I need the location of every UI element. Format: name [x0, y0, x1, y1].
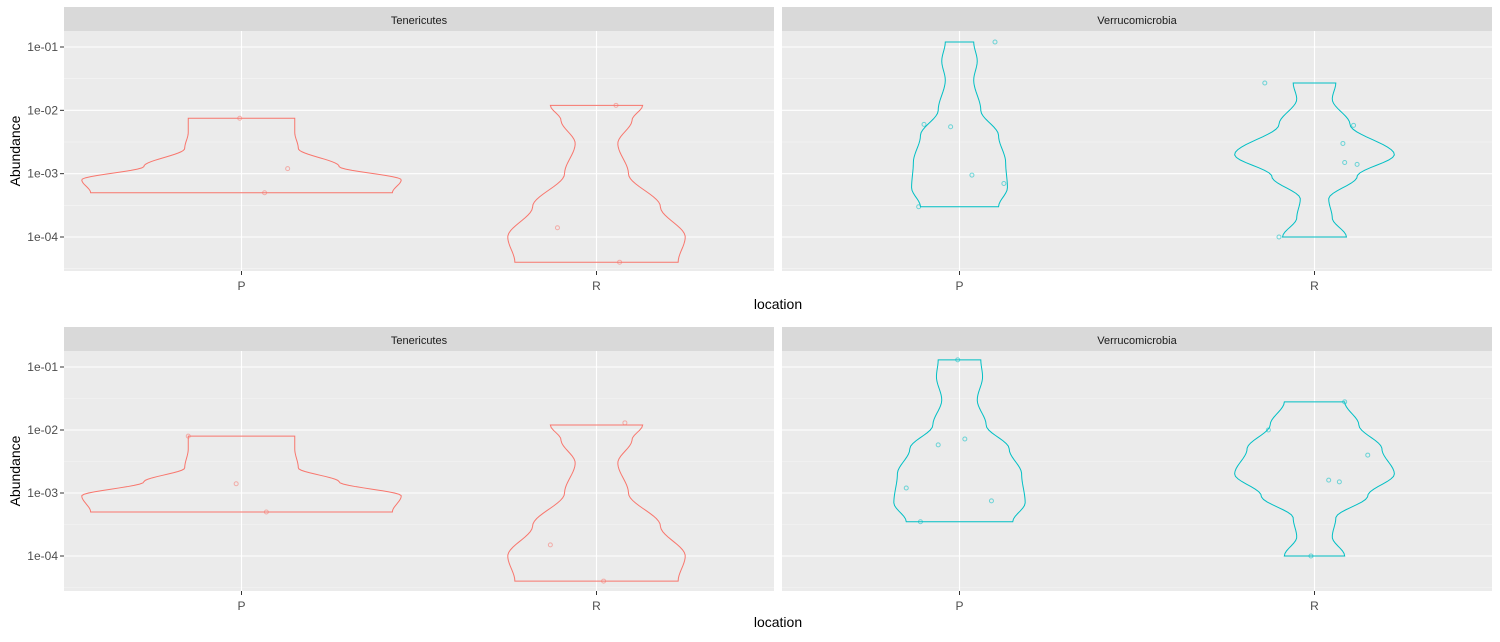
facet-strip [64, 7, 774, 31]
data-point [237, 115, 243, 121]
x-axis-label: location [754, 614, 802, 630]
data-point [547, 542, 553, 548]
panel-verrucomicrobia: Verrucomicrobia P R [782, 327, 1492, 613]
data-point [992, 39, 998, 45]
panel-tenericutes: Tenericutes P R [64, 327, 774, 613]
y-tick-label: 1e-03 [27, 167, 58, 181]
panel-background [64, 351, 774, 591]
data-point [185, 433, 191, 439]
x-tick-label: R [592, 279, 601, 293]
data-point [622, 420, 628, 426]
data-point [1336, 479, 1342, 485]
data-point [1342, 160, 1348, 166]
facet-strip [782, 7, 1492, 31]
x-tick-label: P [237, 279, 245, 293]
data-point [969, 172, 975, 178]
y-axis-label: Abundance [7, 115, 23, 186]
data-point [1354, 161, 1360, 167]
x-tick-label: R [592, 599, 601, 613]
violin-p [81, 435, 402, 513]
x-tick-label: P [955, 279, 963, 293]
x-axis-label: location [754, 296, 802, 312]
data-point [962, 436, 968, 442]
data-point [262, 190, 268, 196]
data-point [601, 578, 607, 584]
x-tick-label: P [237, 599, 245, 613]
x-tick-label: R [1310, 279, 1319, 293]
data-point [617, 259, 623, 265]
data-point [285, 166, 291, 172]
data-point [1262, 80, 1268, 86]
data-point [1365, 452, 1371, 458]
violin-p [81, 117, 402, 194]
data-point [988, 498, 994, 504]
x-tick-label: R [1310, 599, 1319, 613]
data-point [1276, 234, 1282, 240]
data-point [1326, 477, 1332, 483]
panel-tenericutes: Tenericutes P R [64, 7, 774, 293]
y-tick-label: 1e-04 [27, 230, 58, 244]
data-point [1308, 553, 1314, 559]
y-axis-label: Abundance [7, 435, 23, 506]
panel-verrucomicrobia: Verrucomicrobia P R [782, 7, 1492, 293]
data-point [1340, 140, 1346, 146]
data-point [921, 121, 927, 127]
data-point [917, 519, 923, 525]
panel-background [782, 351, 1492, 591]
y-tick-label: 1e-01 [27, 40, 58, 54]
chart-row-2: 1e-041e-031e-021e-01AbundancelocationTen… [7, 327, 1492, 630]
chart-row-1: 1e-04 1e-03 1e-02 1e-01 Abundance location Ten… [7, 7, 1492, 312]
data-point [554, 225, 560, 231]
facet-strip-label: Verrucomicrobia [1097, 335, 1177, 347]
y-tick-label: 1e-02 [27, 103, 58, 117]
facet-strip-label: Tenericutes [391, 15, 448, 27]
facet-strip [64, 327, 774, 351]
y-tick-label: 1e-01 [27, 360, 58, 374]
violin-r [1234, 401, 1395, 557]
data-point [1001, 180, 1007, 186]
data-point [935, 442, 941, 448]
violin-r [507, 104, 686, 263]
data-point [1351, 122, 1357, 128]
facet-strip [782, 327, 1492, 351]
panel-background [782, 31, 1492, 271]
x-tick-label: P [955, 599, 963, 613]
data-point [233, 481, 239, 487]
y-tick-label: 1e-02 [27, 423, 58, 437]
violin-p [893, 359, 1026, 523]
data-point [948, 124, 954, 130]
data-point [263, 509, 269, 515]
data-point [916, 204, 922, 210]
data-point [613, 102, 619, 108]
data-point [1265, 427, 1271, 433]
panel-background [64, 31, 774, 271]
violin-r [1234, 82, 1395, 238]
y-tick-label: 1e-03 [27, 486, 58, 500]
facet-strip-label: Verrucomicrobia [1097, 15, 1177, 27]
data-point [1342, 399, 1348, 405]
violin-r [507, 424, 686, 582]
data-point [903, 485, 909, 491]
violin-p [911, 41, 1008, 208]
y-tick-label: 1e-04 [27, 549, 58, 563]
facet-strip-label: Tenericutes [391, 335, 448, 347]
data-point [955, 357, 961, 363]
